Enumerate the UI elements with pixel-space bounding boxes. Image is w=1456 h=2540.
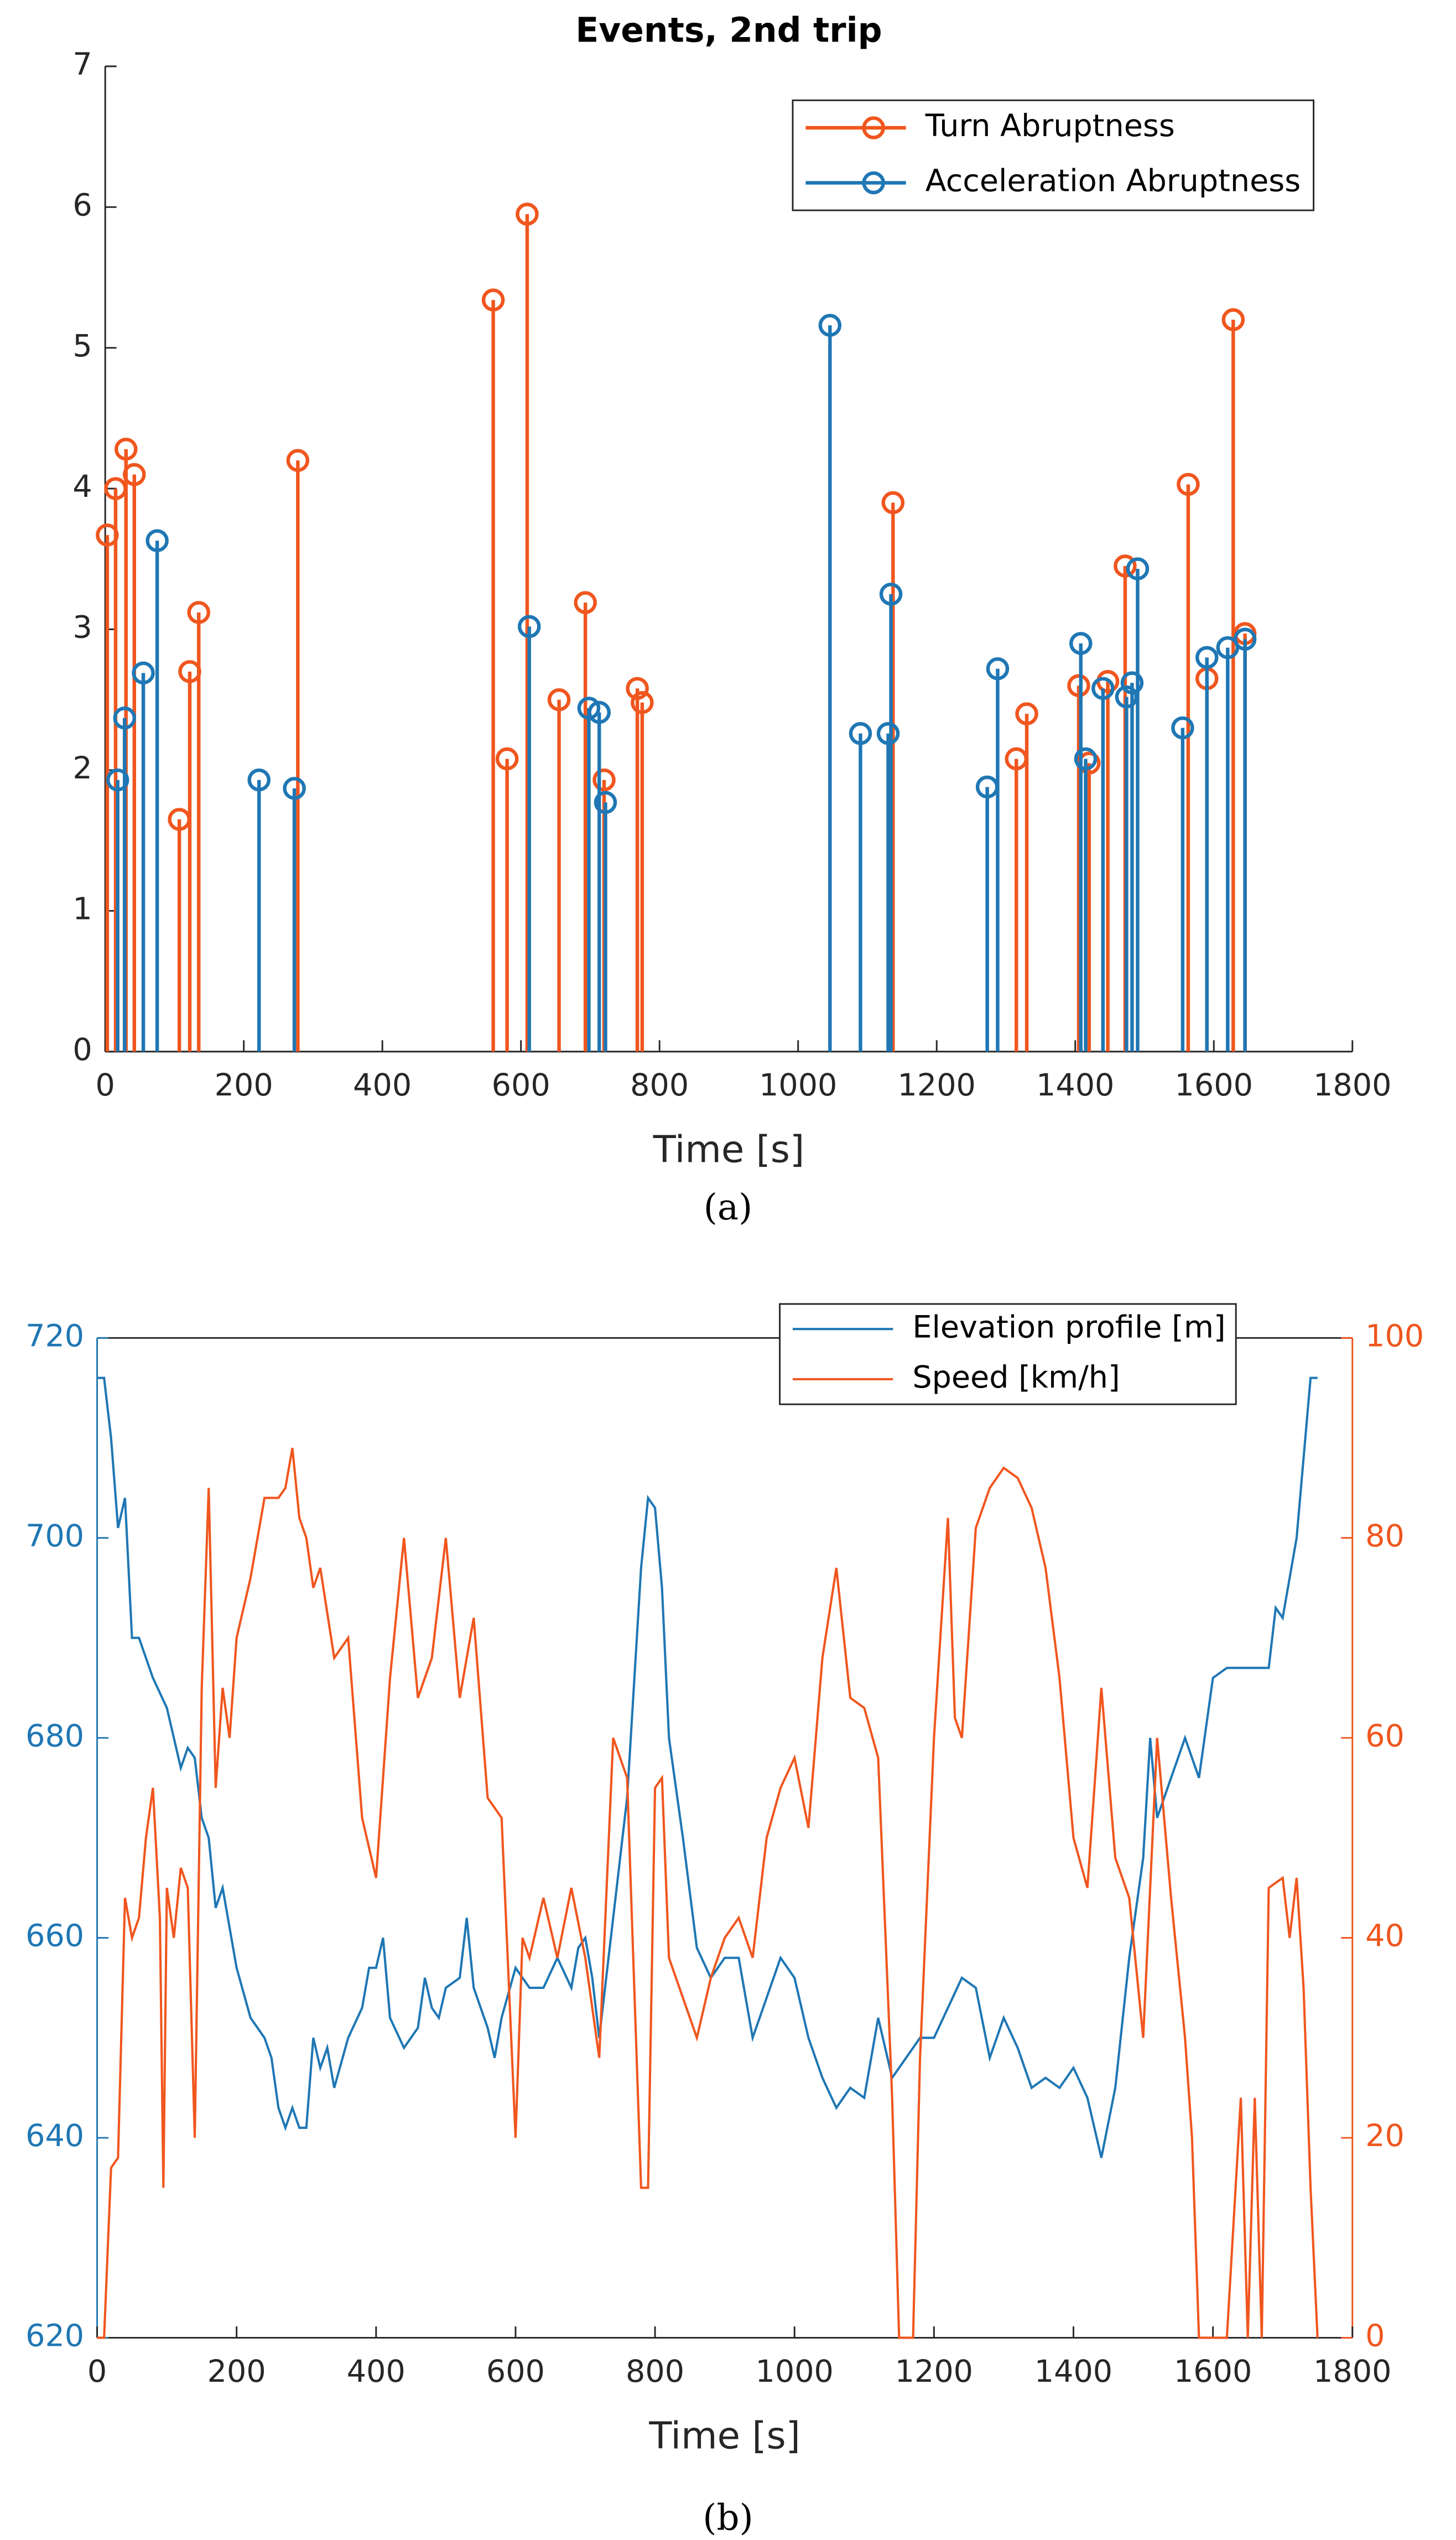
- x-tick-label: 1000: [759, 1067, 837, 1103]
- x-tick-label: 200: [215, 1067, 273, 1103]
- chart-title: Events, 2nd trip: [575, 11, 882, 50]
- stem-marker: [481, 288, 505, 311]
- stem-marker: [1114, 554, 1137, 578]
- caption: (a): [704, 1187, 753, 1228]
- y-tick-label: 7: [72, 46, 92, 82]
- y2-tick-label: 0: [1365, 2318, 1385, 2354]
- legend-marker: [862, 116, 885, 139]
- y2-tick-label: 20: [1365, 2118, 1405, 2154]
- y-tick-label: 5: [72, 328, 92, 364]
- stem-marker: [187, 601, 211, 624]
- stem-marker: [495, 747, 519, 771]
- y-tick-label: 660: [25, 1918, 84, 1954]
- x-axis-label: Time [s]: [653, 1128, 804, 1171]
- stem-marker: [1067, 674, 1090, 698]
- x-tick-label: 1400: [1036, 1067, 1114, 1103]
- x-tick-label: 1000: [756, 2354, 834, 2390]
- x-tick-label: 0: [96, 1067, 115, 1103]
- stem-marker: [286, 449, 310, 472]
- legend-box: [779, 1303, 1237, 1405]
- line: [97, 1447, 1319, 2339]
- caption: (b): [703, 2497, 753, 2538]
- y-tick-label: 640: [25, 2118, 84, 2154]
- stem-marker: [587, 700, 611, 724]
- stem-marker: [123, 463, 146, 486]
- x-tick-label: 1200: [895, 2354, 973, 2390]
- stem-marker: [1233, 627, 1257, 651]
- x-tick-label: 800: [626, 2354, 684, 2390]
- y-tick-label: 4: [72, 469, 92, 505]
- stem-marker: [283, 777, 306, 800]
- stem-marker: [114, 438, 138, 461]
- y2-tick-label: 40: [1365, 1918, 1405, 1954]
- stem-marker: [577, 697, 601, 720]
- stem-marker: [547, 688, 571, 711]
- stem-marker: [106, 768, 129, 792]
- legend-marker: [862, 171, 885, 195]
- stem-marker: [1091, 677, 1115, 700]
- y-tick-label: 0: [72, 1032, 92, 1068]
- legend-label: Speed [km/h]: [912, 1359, 1120, 1395]
- y-tick-label: 680: [25, 1718, 84, 1754]
- y-tick-label: 6: [72, 187, 92, 223]
- stem-marker: [592, 768, 616, 792]
- stem-marker: [881, 491, 905, 515]
- stem-marker: [145, 529, 169, 553]
- x-tick-label: 400: [347, 2354, 405, 2390]
- stem-marker: [516, 202, 539, 226]
- x-tick-label: 1600: [1175, 1067, 1253, 1103]
- stem-marker: [1120, 671, 1144, 694]
- stem-marker: [1015, 702, 1038, 725]
- stem-marker: [1195, 646, 1219, 669]
- stem-marker: [879, 583, 903, 606]
- y-tick-label: 720: [25, 1318, 84, 1354]
- stem-marker: [626, 677, 649, 700]
- x-tick-label: 1800: [1313, 2354, 1391, 2390]
- stem-marker: [1221, 308, 1245, 331]
- legend-label: Turn Abruptness: [925, 108, 1175, 144]
- stem-marker: [132, 661, 155, 685]
- y-tick-label: 2: [72, 750, 92, 786]
- stem-marker: [517, 615, 541, 638]
- x-tick-label: 600: [492, 1067, 550, 1103]
- x-tick-label: 600: [486, 2354, 545, 2390]
- legend-label: Elevation profile [m]: [912, 1309, 1225, 1345]
- stem-marker: [1177, 472, 1200, 496]
- stem-marker: [849, 722, 872, 745]
- x-tick-label: 1600: [1174, 2354, 1252, 2390]
- y-tick-label: 3: [72, 610, 92, 646]
- x-tick-label: 1200: [898, 1067, 976, 1103]
- stem-marker: [594, 791, 617, 814]
- legend-label: Acceleration Abruptness: [925, 163, 1301, 199]
- x-tick-label: 1800: [1313, 1067, 1391, 1103]
- x-tick-label: 800: [630, 1067, 689, 1103]
- y2-tick-label: 100: [1365, 1318, 1424, 1354]
- stem-marker: [1126, 557, 1150, 580]
- y2-tick-label: 60: [1365, 1718, 1405, 1754]
- y-tick-label: 1: [72, 891, 92, 927]
- stem-marker: [818, 314, 842, 337]
- stem-marker: [1074, 747, 1098, 771]
- stem-marker: [876, 722, 900, 745]
- y2-tick-label: 80: [1365, 1518, 1405, 1554]
- stem-marker: [574, 591, 597, 614]
- x-tick-label: 400: [353, 1067, 412, 1103]
- stem-marker: [1171, 716, 1194, 740]
- stem-marker: [247, 768, 271, 792]
- x-tick-label: 0: [87, 2354, 107, 2390]
- stem-marker: [986, 657, 1010, 681]
- y-tick-label: 620: [25, 2318, 84, 2354]
- x-tick-label: 1400: [1034, 2354, 1112, 2390]
- stem-marker: [113, 707, 137, 730]
- stem-marker: [1069, 632, 1093, 655]
- y-tick-label: 700: [25, 1518, 84, 1554]
- x-tick-label: 200: [207, 2354, 266, 2390]
- line: [97, 1377, 1318, 2158]
- x-axis-label: Time [s]: [648, 2414, 800, 2457]
- stem-marker: [631, 691, 654, 714]
